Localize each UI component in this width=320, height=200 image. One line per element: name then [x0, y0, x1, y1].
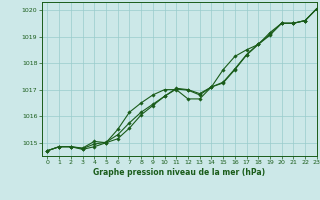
X-axis label: Graphe pression niveau de la mer (hPa): Graphe pression niveau de la mer (hPa)	[93, 168, 265, 177]
